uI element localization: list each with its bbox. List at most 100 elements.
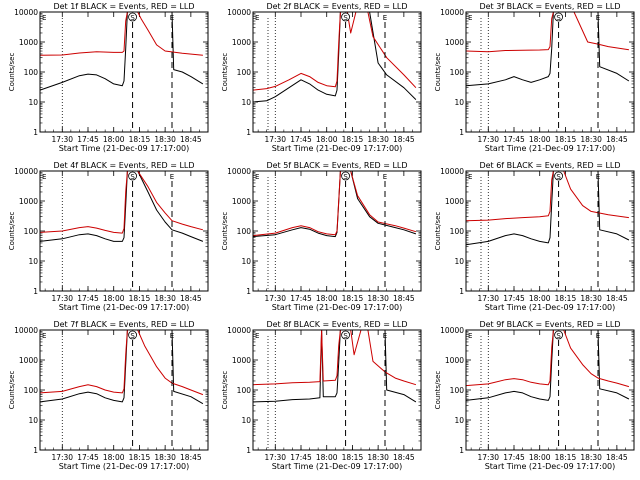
x-tick-label: 18:45 (393, 453, 415, 462)
y-tick-label: 1 (33, 446, 38, 455)
y-tick-label: 1 (33, 128, 38, 137)
y-tick-label: 10 (241, 416, 251, 425)
x-tick-label: 18:15 (555, 135, 577, 144)
y-tick-label: 10000 (227, 326, 251, 335)
marker-label: S (343, 14, 348, 22)
y-tick-label: 1 (33, 287, 38, 296)
plot-frame (465, 329, 635, 451)
series-line-events (39, 329, 204, 405)
y-tick-label: 1000 (232, 38, 251, 47)
x-axis-label: Start Time (21-Dec-09 17:17:00) (272, 144, 403, 153)
y-tick-label: 1 (246, 128, 251, 137)
marker-label: E (468, 14, 472, 22)
x-tick-label: 17:30 (264, 135, 286, 144)
y-tick-label: 1 (459, 128, 464, 137)
y-tick-label: 10000 (227, 167, 251, 176)
y-tick-label: 1000 (445, 356, 464, 365)
marker-label: E (596, 173, 600, 181)
series-line-lld (252, 11, 417, 91)
x-tick-label: 17:45 (503, 453, 525, 462)
series-line-events (252, 170, 417, 238)
y-tick-label: 100 (450, 386, 465, 395)
marker-label: S (343, 332, 348, 340)
x-tick-label: 17:30 (477, 135, 499, 144)
x-tick-label: 18:30 (580, 135, 602, 144)
y-tick-label: 1000 (232, 197, 251, 206)
series-line-lld (465, 329, 630, 388)
y-tick-label: 100 (237, 227, 252, 236)
marker-label: E (255, 173, 259, 181)
panel-5: Det 5f BLACK = Events, RED = LLD Counts/s… (221, 161, 482, 312)
marker-label: E (383, 332, 387, 340)
y-axis-label: Counts/sec (434, 53, 442, 92)
y-tick-label: 1000 (445, 197, 464, 206)
y-tick-label: 100 (237, 68, 252, 77)
marker-circle (128, 12, 137, 22)
y-tick-label: 10000 (440, 167, 464, 176)
y-axis-label: Counts/sec (221, 371, 229, 410)
x-tick-label: 18:00 (103, 294, 125, 303)
marker-label: E (42, 173, 46, 181)
marker-label: E (170, 332, 174, 340)
y-axis-label: Counts/sec (8, 53, 16, 92)
x-tick-label: 17:45 (503, 135, 525, 144)
y-axis-label: Counts/sec (221, 53, 229, 92)
marker-circle (554, 330, 563, 340)
y-tick-label: 10000 (14, 326, 38, 335)
marker-label: E (42, 14, 46, 22)
x-tick-label: 17:30 (264, 453, 286, 462)
y-tick-label: 1 (246, 446, 251, 455)
x-tick-label: 18:45 (393, 294, 415, 303)
x-tick-label: 18:30 (580, 453, 602, 462)
plot-frame (252, 170, 422, 292)
y-tick-label: 10 (28, 257, 38, 266)
x-tick-label: 18:30 (154, 294, 176, 303)
x-tick-label: 18:00 (529, 294, 551, 303)
x-tick-label: 17:45 (290, 453, 312, 462)
x-tick-label: 18:45 (180, 135, 202, 144)
panel-3: Det 3f BLACK = Events, RED = LLD Counts/s… (434, 2, 635, 153)
series-line-lld (465, 11, 629, 53)
x-axis-label: Start Time (21-Dec-09 17:17:00) (59, 303, 190, 312)
marker-label: E (42, 332, 46, 340)
panel-6: Det 6f BLACK = Events, RED = LLD Counts/s… (434, 161, 635, 312)
y-tick-label: 1 (459, 446, 464, 455)
x-tick-label: 17:30 (51, 453, 73, 462)
x-axis-label: Start Time (21-Dec-09 17:17:00) (272, 462, 403, 471)
plot-frame (39, 170, 209, 292)
x-axis-label: Start Time (21-Dec-09 17:17:00) (485, 144, 616, 153)
x-tick-label: 18:30 (367, 453, 389, 462)
x-tick-label: 17:45 (77, 135, 99, 144)
marker-label: E (255, 14, 259, 22)
y-tick-label: 1 (459, 287, 464, 296)
y-tick-label: 100 (237, 386, 252, 395)
marker-label: S (556, 332, 561, 340)
x-axis-label: Start Time (21-Dec-09 17:17:00) (59, 144, 190, 153)
x-tick-label: 18:45 (606, 135, 628, 144)
y-tick-label: 10 (28, 416, 38, 425)
y-tick-label: 10 (241, 98, 251, 107)
x-tick-label: 18:45 (606, 453, 628, 462)
y-axis-label: Counts/sec (8, 212, 16, 251)
panel-1: Det 1f BLACK = Events, RED = LLD Counts/s… (8, 2, 269, 153)
panel-2: Det 2f BLACK = Events, RED = LLD Counts/s… (221, 2, 482, 153)
series-line-events (465, 329, 630, 401)
series-line-lld (39, 329, 204, 396)
panel-7: Det 7f BLACK = Events, RED = LLD Counts/s… (8, 320, 269, 471)
y-tick-label: 10 (28, 98, 38, 107)
y-tick-label: 1000 (19, 356, 38, 365)
panel-title: Det 5f BLACK = Events, RED = LLD (266, 161, 407, 170)
series-line-lld (252, 329, 417, 386)
marker-label: S (130, 332, 135, 340)
y-axis-label: Counts/sec (8, 371, 16, 410)
x-axis-label: Start Time (21-Dec-09 17:17:00) (485, 303, 616, 312)
plot-frame (465, 170, 635, 292)
x-tick-label: 18:45 (180, 294, 202, 303)
marker-circle (341, 12, 350, 22)
series-line-lld (465, 170, 629, 222)
series-line-events (465, 170, 630, 246)
marker-label: E (468, 173, 472, 181)
marker-circle (554, 171, 563, 181)
x-tick-label: 18:45 (180, 453, 202, 462)
